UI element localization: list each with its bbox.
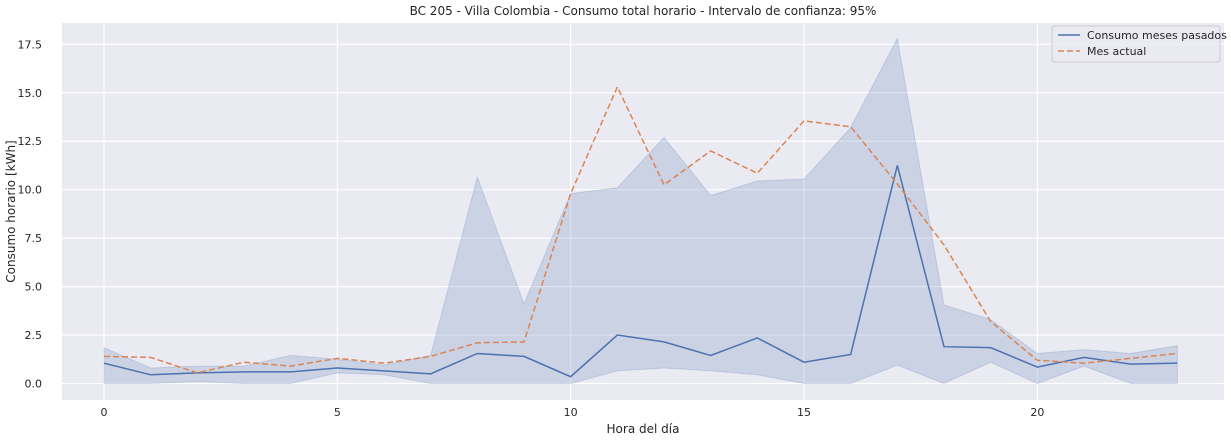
data-point-mes-actual [1083, 362, 1086, 365]
data-point-consumo-meses-pasados [803, 361, 806, 364]
data-point-mes-actual [196, 371, 199, 374]
y-tick-labels: 0.0 2.5 5.0 7.5 10.0 12.5 15.0 17.5 [18, 38, 43, 390]
data-point-mes-actual [476, 341, 479, 344]
data-point-mes-actual [1036, 359, 1039, 362]
y-tick-label: 12.5 [18, 135, 43, 148]
data-point-mes-actual [243, 361, 246, 364]
data-point-mes-actual [616, 85, 619, 88]
data-point-consumo-meses-pasados [476, 352, 479, 355]
series-line-consumo-meses-pasados [103, 165, 1178, 378]
x-tick-label: 15 [797, 406, 811, 419]
data-point-mes-actual [149, 356, 152, 359]
confidence-band [103, 36, 1178, 385]
legend-label-mes-actual: Mes actual [1087, 45, 1146, 58]
data-point-mes-actual [383, 362, 386, 365]
data-point-consumo-meses-pasados [103, 362, 106, 365]
data-point-consumo-meses-pasados [943, 345, 946, 348]
legend-label-consumo-meses-pasados: Consumo meses pasados [1087, 29, 1227, 42]
x-axis-label: Hora del día [607, 422, 680, 436]
y-tick-label: 10.0 [18, 184, 43, 197]
data-point-consumo-meses-pasados [1083, 356, 1086, 359]
data-point-consumo-meses-pasados [429, 372, 432, 375]
data-point-mes-actual [756, 172, 759, 175]
data-point-mes-actual [1176, 352, 1179, 355]
data-point-mes-actual [803, 119, 806, 122]
data-point-consumo-meses-pasados [989, 346, 992, 349]
plot-background [62, 23, 1224, 400]
x-tick-label: 0 [101, 406, 108, 419]
data-point-consumo-meses-pasados [243, 370, 246, 373]
data-point-consumo-meses-pasados [849, 353, 852, 356]
y-tick-label: 0.0 [25, 378, 43, 391]
data-point-mes-actual [943, 243, 946, 246]
data-point-mes-actual [663, 183, 666, 186]
data-point-mes-actual [103, 355, 106, 358]
data-point-consumo-meses-pasados [336, 367, 339, 370]
chart-title: BC 205 - Villa Colombia - Consumo total … [410, 4, 877, 18]
data-point-consumo-meses-pasados [1036, 366, 1039, 369]
y-axis-label: Consumo horario [kWh] [4, 140, 18, 282]
data-point-consumo-meses-pasados [896, 164, 899, 167]
data-point-consumo-meses-pasados [569, 375, 572, 378]
y-tick-label: 17.5 [18, 38, 43, 51]
data-point-consumo-meses-pasados [149, 373, 152, 376]
data-point-consumo-meses-pasados [383, 369, 386, 372]
y-tick-label: 15.0 [18, 87, 43, 100]
x-tick-label: 5 [334, 406, 341, 419]
x-tick-label: 10 [564, 406, 578, 419]
data-point-mes-actual [709, 149, 712, 152]
y-tick-label: 2.5 [25, 329, 43, 342]
data-point-mes-actual [569, 192, 572, 195]
x-tick-labels: 0 5 10 15 20 [101, 406, 1045, 419]
data-point-consumo-meses-pasados [663, 340, 666, 343]
legend: Consumo meses pasados Mes actual [1051, 25, 1227, 63]
data-point-mes-actual [336, 357, 339, 360]
series-line-mes-actual [103, 85, 1178, 374]
data-point-mes-actual [523, 340, 526, 343]
data-point-mes-actual [896, 182, 899, 185]
data-point-consumo-meses-pasados [289, 370, 292, 373]
y-tick-label: 5.0 [25, 281, 43, 294]
legend-box [1051, 25, 1221, 63]
data-point-consumo-meses-pasados [709, 354, 712, 357]
data-point-mes-actual [849, 125, 852, 128]
data-point-consumo-meses-pasados [1129, 363, 1132, 366]
data-point-consumo-meses-pasados [1176, 362, 1179, 365]
data-point-consumo-meses-pasados [756, 336, 759, 339]
data-point-consumo-meses-pasados [523, 355, 526, 358]
y-tick-label: 7.5 [25, 232, 43, 245]
data-point-consumo-meses-pasados [616, 334, 619, 337]
data-point-mes-actual [289, 365, 292, 368]
data-point-mes-actual [429, 355, 432, 358]
data-point-mes-actual [989, 320, 992, 323]
data-point-mes-actual [1129, 357, 1132, 360]
x-tick-label: 20 [1030, 406, 1044, 419]
